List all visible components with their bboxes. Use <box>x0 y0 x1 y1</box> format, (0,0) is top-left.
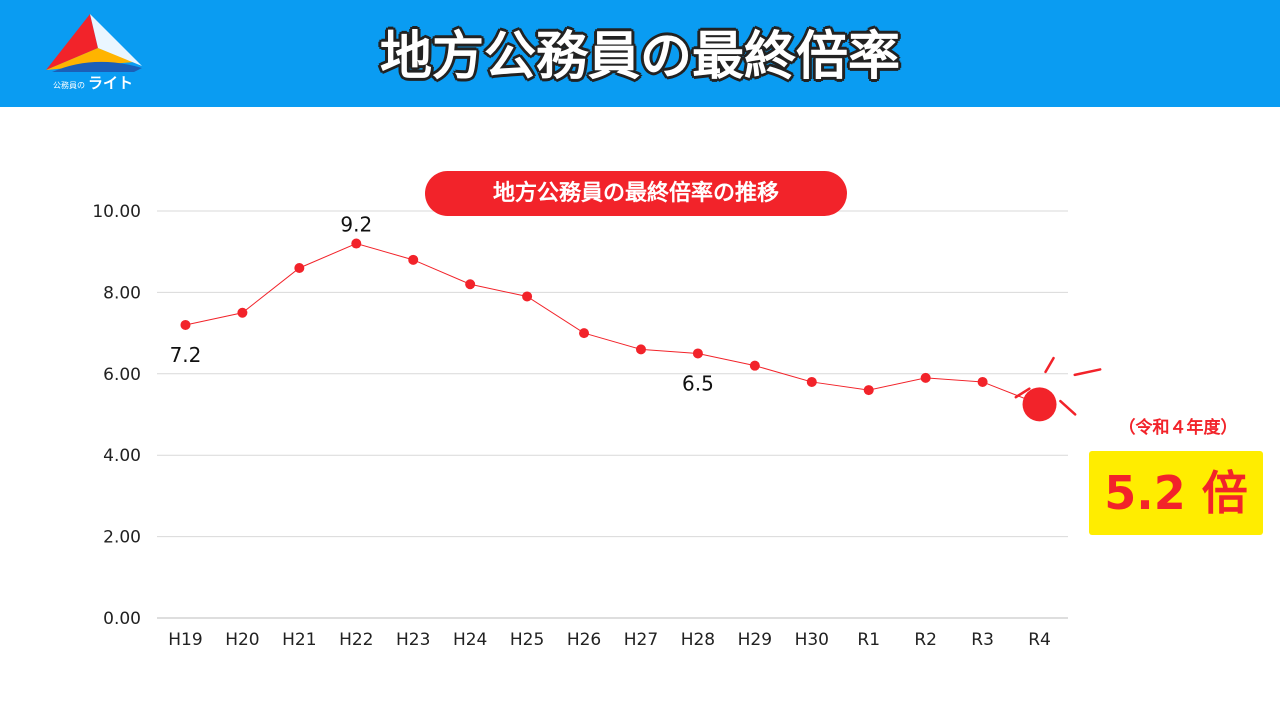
x-tick-label: R3 <box>971 630 994 650</box>
emphasis-ray <box>1044 356 1055 374</box>
data-label: 6.5 <box>682 371 714 395</box>
data-point <box>522 291 533 302</box>
x-tick-label: H22 <box>339 630 373 650</box>
x-tick-label: H20 <box>225 630 259 650</box>
data-point <box>920 372 931 383</box>
x-tick-label: H21 <box>282 630 316 650</box>
data-point <box>692 348 703 359</box>
highlight-point <box>1022 387 1057 422</box>
data-point <box>579 328 590 339</box>
x-tick-label: R1 <box>857 630 880 650</box>
series-line <box>185 243 1040 405</box>
page-title: 地方公務員の最終倍率 <box>379 27 900 87</box>
emphasis-ray <box>1073 368 1102 377</box>
y-tick-label: 2.00 <box>103 528 141 548</box>
data-point <box>180 319 191 330</box>
y-tick-label: 6.00 <box>103 365 141 385</box>
data-point <box>351 238 362 249</box>
data-point <box>863 385 874 396</box>
era-label: （令和４年度） <box>1118 418 1238 438</box>
data-point <box>237 307 248 318</box>
logo-subtitle: 公務員の <box>52 81 85 90</box>
x-tick-label: H19 <box>168 630 202 650</box>
logo-label: 公務員の ライト <box>38 72 148 93</box>
x-tick-label: R4 <box>1028 630 1051 650</box>
x-tick-label: H26 <box>567 630 601 650</box>
y-tick-label: 0.00 <box>103 609 141 629</box>
data-point <box>465 279 476 290</box>
data-point <box>806 376 817 387</box>
x-tick-label: H27 <box>624 630 658 650</box>
chart-title: 地方公務員の最終倍率の推移 <box>425 171 847 216</box>
emphasis-ray <box>1014 387 1031 399</box>
data-label: 9.2 <box>340 213 372 237</box>
data-point <box>749 360 760 371</box>
x-tick-label: H29 <box>738 630 772 650</box>
emphasis-ray <box>1059 399 1077 416</box>
data-label: 7.2 <box>170 343 202 367</box>
x-tick-label: H23 <box>396 630 430 650</box>
logo: 公務員の ライト <box>38 10 148 92</box>
result-box: 5.2 倍 <box>1089 451 1263 535</box>
header-bar: 公務員の ライト 地方公務員の最終倍率 <box>0 0 1280 107</box>
data-point <box>977 376 988 387</box>
y-tick-label: 4.00 <box>103 446 141 466</box>
x-tick-label: H30 <box>795 630 829 650</box>
data-point <box>635 344 646 355</box>
x-tick-label: H24 <box>453 630 487 650</box>
x-tick-label: H28 <box>681 630 715 650</box>
data-point <box>294 262 305 273</box>
data-point <box>408 254 419 265</box>
x-tick-label: H25 <box>510 630 544 650</box>
y-tick-label: 10.00 <box>92 202 141 222</box>
y-tick-label: 8.00 <box>103 283 141 303</box>
logo-mark-icon <box>46 14 142 72</box>
x-tick-label: R2 <box>914 630 937 650</box>
logo-name: ライト <box>87 74 133 92</box>
